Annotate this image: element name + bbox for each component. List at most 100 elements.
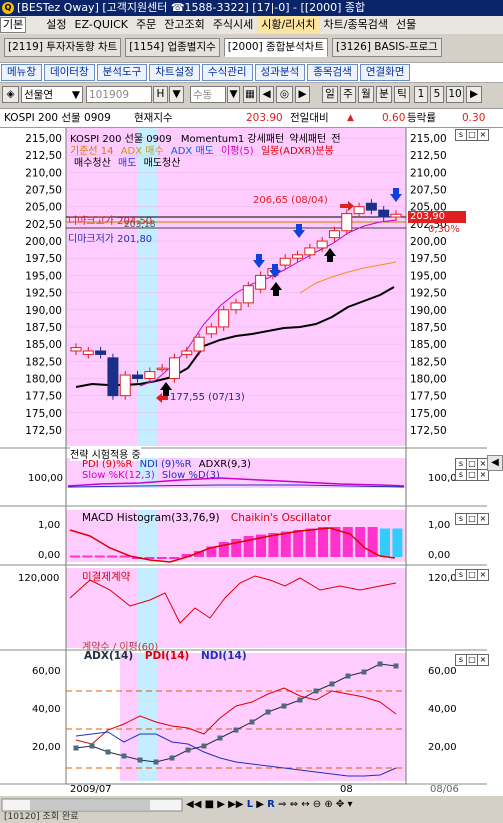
chart-settings-button[interactable]: 차트설정	[149, 64, 200, 81]
menu-futures[interactable]: 선물	[395, 18, 417, 31]
code-input[interactable]: 101909	[86, 86, 152, 103]
pane-close-button[interactable]: ×	[477, 654, 489, 666]
first-icon[interactable]: ◀◀	[186, 799, 202, 810]
legend-series[interactable]: KOSPI 200 선물 0909	[70, 134, 172, 145]
pane-close-button[interactable]: ×	[477, 129, 489, 141]
type-select[interactable]: 선물연 ▼	[21, 86, 83, 103]
legend-more[interactable]: 전	[331, 134, 341, 145]
chart-scroll-thumb[interactable]	[30, 800, 150, 810]
analysis-tools-button[interactable]: 분석도구	[96, 64, 148, 81]
menu-stock-quote[interactable]: 주식시세	[212, 18, 254, 31]
prev-icon[interactable]: ◀	[259, 86, 274, 103]
legend-slow-k[interactable]: Slow %K(12,3)	[82, 470, 155, 481]
interval-more-button[interactable]: ▶	[466, 86, 482, 103]
tab-2119[interactable]: [2119] 투자자동향 차트	[4, 38, 122, 57]
stop-icon[interactable]: ■	[204, 799, 215, 810]
next-icon[interactable]: ▶	[295, 86, 310, 103]
period-month-button[interactable]: 월	[358, 86, 374, 103]
volume-ma-legend[interactable]: 계약수 / 이평(60)	[82, 642, 159, 653]
chart-canvas[interactable]: 215,00 215,00 212,50 212,50 210,00 210,00 207,…	[0, 128, 503, 796]
price-y-tick: 197,50	[25, 253, 62, 265]
x-label-08: 08	[340, 784, 353, 795]
legend-pdi14[interactable]: PDI(14)	[144, 650, 190, 662]
period-tick-button[interactable]: 틱	[394, 86, 410, 103]
play-icon[interactable]: ▶	[217, 799, 225, 810]
mode-dropdown-button[interactable]: ▼	[227, 86, 240, 103]
legend-sell-exit[interactable]: 매도청산	[143, 158, 181, 169]
legend-ndi[interactable]: NDI (9)%R	[139, 459, 192, 470]
code-search-button[interactable]: H	[153, 86, 168, 103]
stock-search-button[interactable]: 종목검색	[307, 64, 358, 81]
data-window-button[interactable]: 데이터창	[43, 64, 95, 81]
macd-bar	[181, 554, 192, 557]
zoom-in-icon[interactable]: ⇒	[278, 799, 287, 810]
buy-arrow	[270, 282, 282, 296]
last-icon[interactable]: ▶▶	[228, 799, 244, 810]
legend-buy-exit[interactable]: 매수청산	[74, 158, 111, 169]
tab-1154[interactable]: [1154] 업종별지수	[125, 38, 220, 57]
candle	[82, 350, 94, 355]
left-scroll-icon[interactable]: L	[246, 799, 254, 810]
legend-pdi[interactable]: PDI (9)%R	[82, 459, 133, 470]
zoom-out-icon[interactable]: ⇔	[289, 799, 298, 810]
prev-page-icon[interactable]: ▶	[256, 799, 264, 810]
legend-chaikin[interactable]: Chaikin's Oscillator	[230, 512, 332, 524]
menu-order[interactable]: 주문	[136, 18, 157, 31]
auto-mode-select[interactable]: 수동	[190, 86, 226, 103]
macd-bar	[94, 555, 105, 558]
pane-min-button[interactable]: s	[455, 129, 467, 141]
legend-momentum-strong[interactable]: Momentum1 강세패턴	[180, 134, 285, 145]
right-scroll-icon[interactable]: R	[267, 799, 275, 810]
menu-market-research[interactable]: 시황/리서치	[257, 16, 320, 34]
refresh-icon[interactable]: ◎	[276, 86, 293, 103]
calendar-icon[interactable]: ▦	[243, 86, 257, 103]
tab-3126[interactable]: [3126] BASIS-프로그	[332, 38, 442, 57]
open-interest-legend[interactable]: 미결제계약	[82, 571, 131, 583]
legend-base-line[interactable]: 기준선 14	[70, 146, 114, 157]
legend-ndi14[interactable]: NDI(14)	[201, 650, 247, 662]
candle	[328, 230, 340, 239]
linked-screen-button[interactable]: 연결화면	[359, 64, 411, 81]
legend-slow-d[interactable]: Slow %D(3)	[161, 470, 220, 481]
chart-menu-icon[interactable]: ▾	[347, 799, 353, 810]
legend-adx14[interactable]: ADX(14)	[84, 650, 134, 662]
legend-macd-histogram[interactable]: MACD Histogram(33,76,9)	[82, 512, 220, 524]
expand-panel-icon[interactable]: ◀	[487, 455, 503, 471]
zoom-plus-icon[interactable]: ⊕	[324, 799, 333, 810]
period-week-button[interactable]: 주	[340, 86, 356, 103]
pane-min-button[interactable]: s	[455, 569, 467, 581]
legend-ma5[interactable]: 이평(5)	[221, 146, 254, 157]
interval-10-button[interactable]: 10	[446, 86, 464, 103]
period-day-button[interactable]: 일	[322, 86, 338, 103]
diamond-icon[interactable]: ◈	[2, 86, 19, 103]
pane-close-button[interactable]: ×	[477, 513, 489, 525]
reset-icon[interactable]: ⊖	[312, 799, 322, 810]
period-minute-button[interactable]: 분	[376, 86, 392, 103]
pane-close-button[interactable]: ×	[477, 569, 489, 581]
chart-area[interactable]: 215,00 215,00 212,50 212,50 210,00 210,00 207,…	[0, 128, 503, 796]
legend-momentum-weak[interactable]: 약세패턴	[289, 134, 327, 145]
interval-5-button[interactable]: 5	[430, 86, 444, 103]
legend-adx-buy[interactable]: ADX 매수	[120, 146, 164, 157]
legend-adxr[interactable]: ADXR(9,3)	[198, 459, 251, 470]
menu-window-button[interactable]: 메뉴창	[1, 64, 42, 81]
interval-1-button[interactable]: 1	[414, 86, 428, 103]
pane-close-button[interactable]: ×	[477, 469, 489, 481]
menu-base[interactable]: 기본	[0, 17, 27, 33]
pane-min-button[interactable]: s	[455, 513, 467, 525]
menu-chart-search[interactable]: 차트/종목검색	[323, 18, 388, 31]
adx-marker	[121, 753, 127, 759]
fit-icon[interactable]: ↔	[301, 799, 310, 810]
tab-2000[interactable]: [2000] 종합분석차트	[223, 38, 328, 57]
performance-analysis-button[interactable]: 성과분석	[254, 64, 306, 81]
formula-manager-button[interactable]: 수식관리	[201, 64, 253, 81]
legend-daily-adxr[interactable]: 일봉(ADXR)분봉	[260, 146, 334, 157]
code-dropdown-button[interactable]: ▼	[169, 86, 184, 103]
expand-icon[interactable]: ✥	[335, 799, 345, 810]
legend-adx-sell[interactable]: ADX 매도	[170, 146, 214, 157]
legend-sell[interactable]: 매도	[118, 158, 137, 169]
menu-balance[interactable]: 잔고조회	[164, 18, 205, 31]
menu-settings[interactable]: 설정	[46, 18, 67, 31]
menu-ezquick[interactable]: EZ-QUICK	[74, 18, 129, 31]
adx-marker	[201, 743, 207, 749]
